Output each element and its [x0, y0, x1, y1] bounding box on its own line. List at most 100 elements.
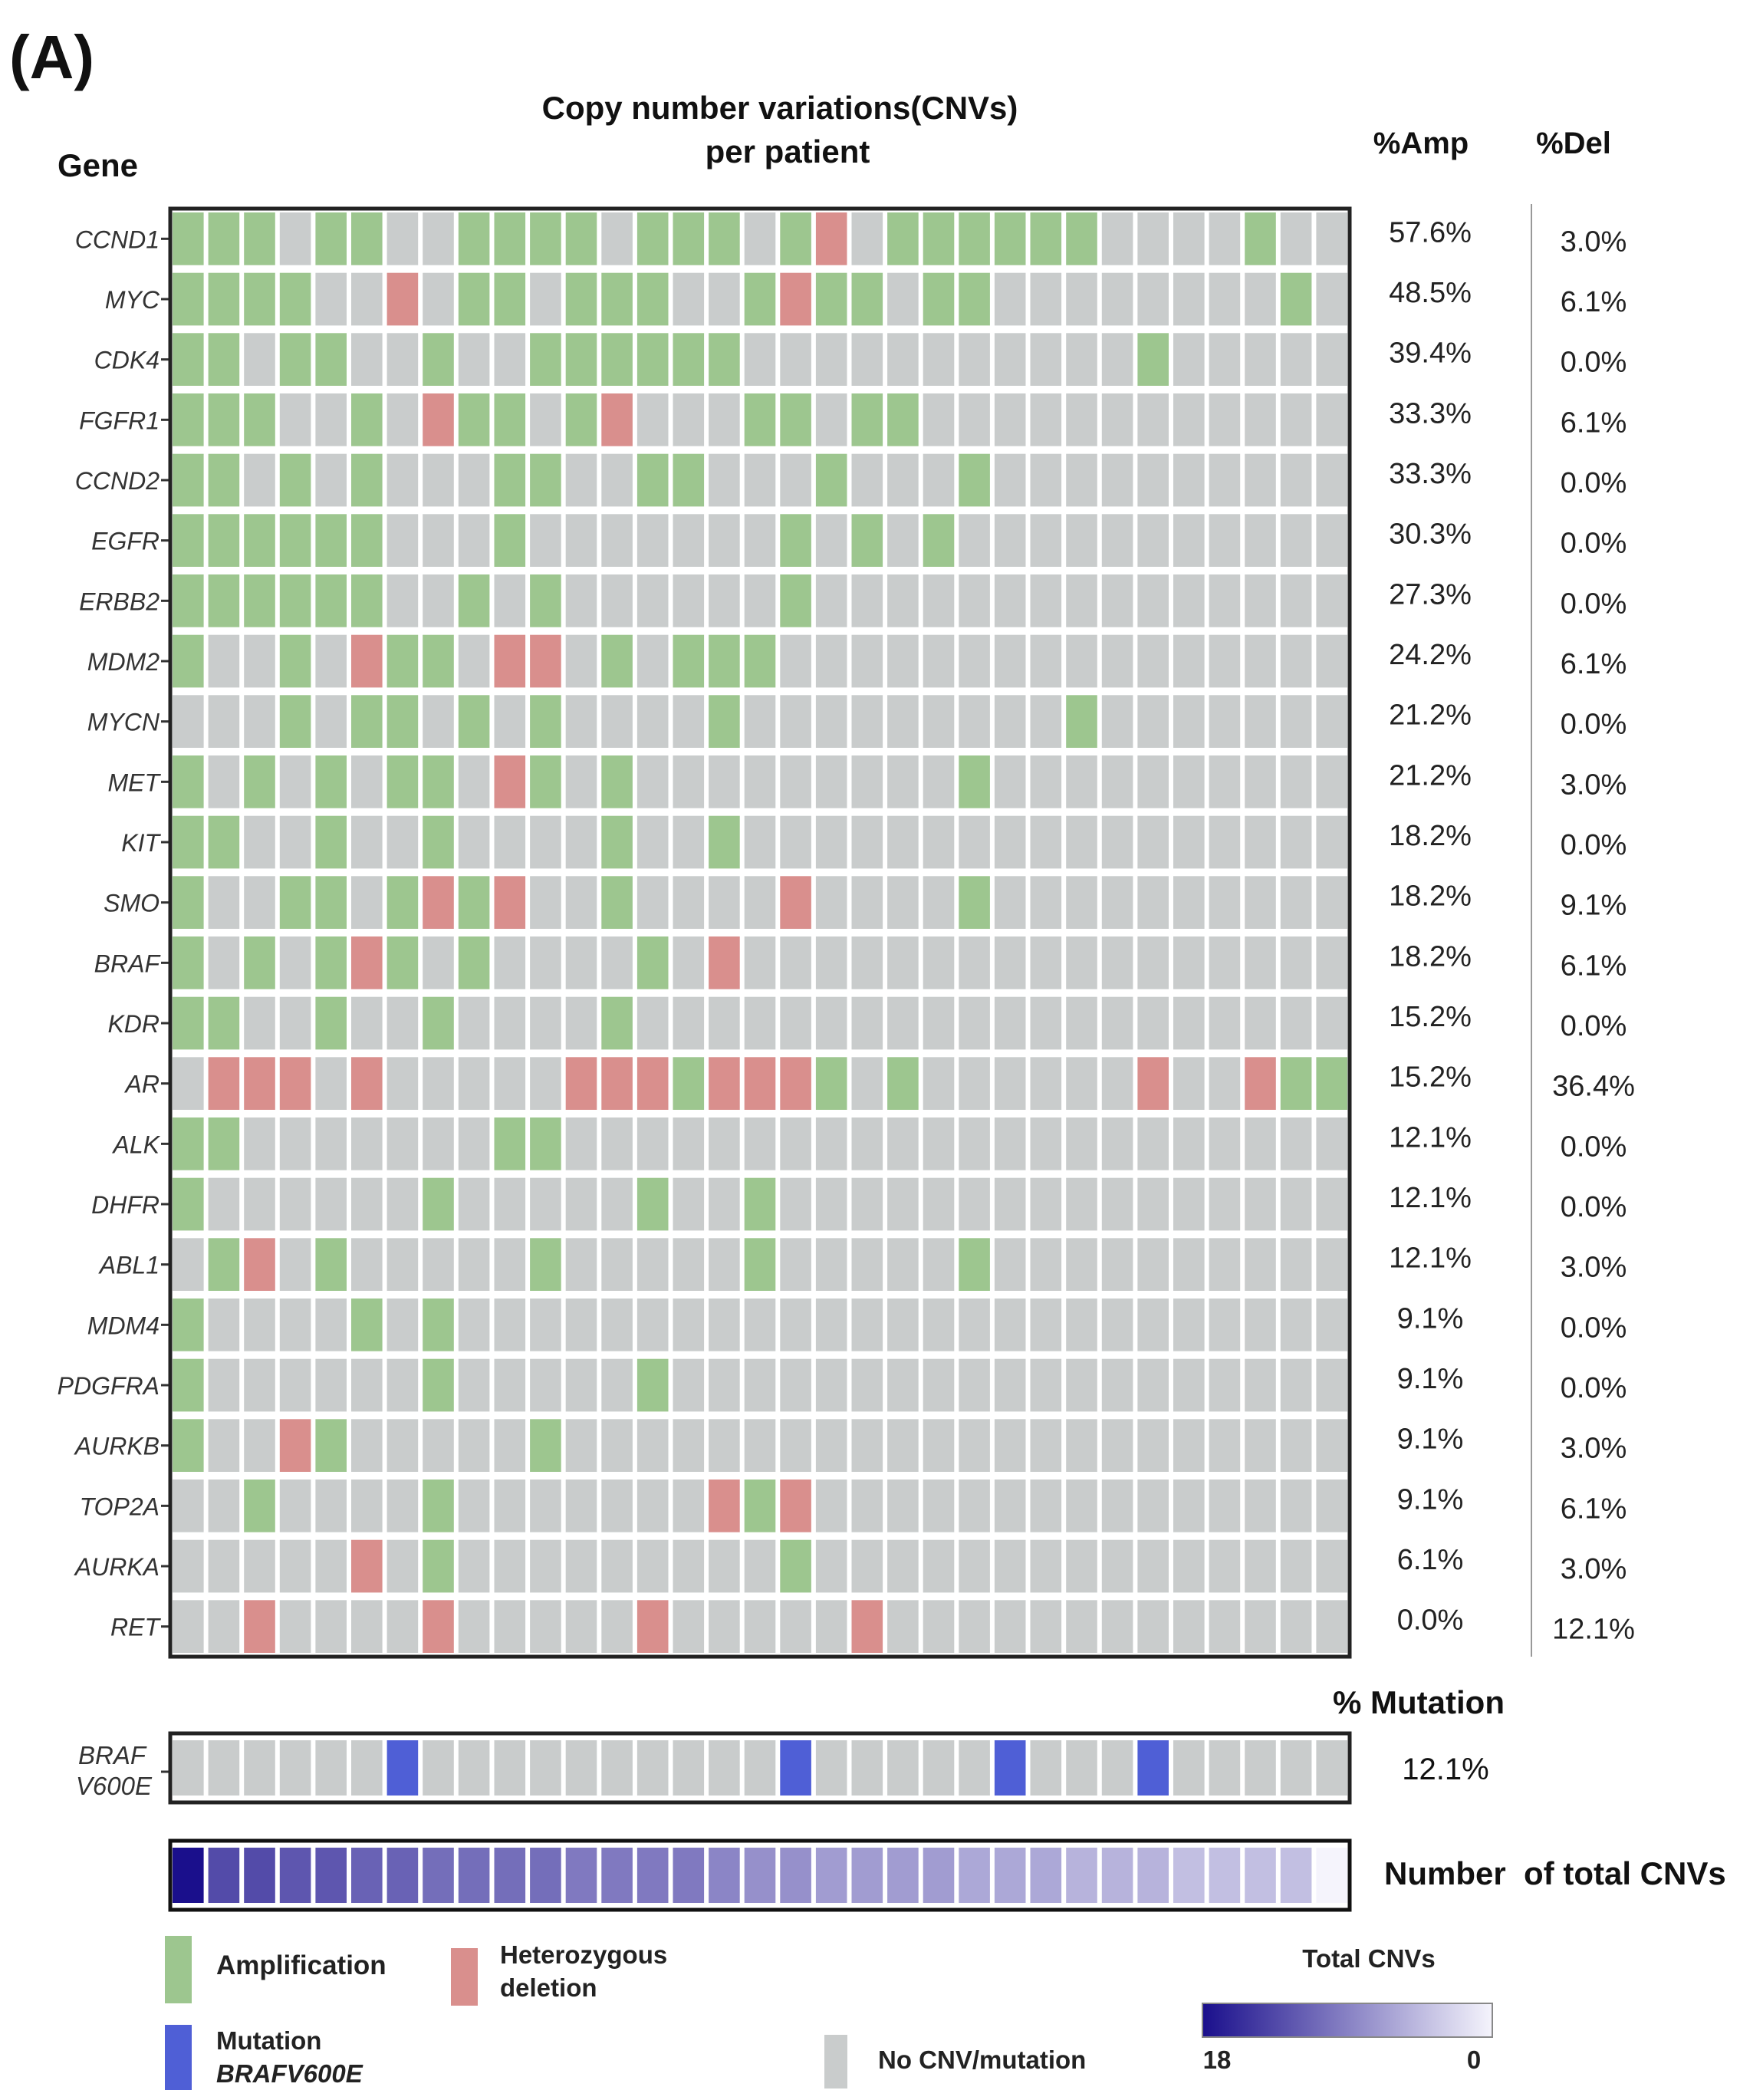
cnv-cell	[994, 1419, 1026, 1472]
cnv-cell	[601, 1480, 633, 1532]
cnv-cell	[244, 1057, 275, 1110]
cnv-cell	[423, 453, 454, 507]
cnv-cell	[423, 1177, 454, 1231]
cnv-cell	[458, 393, 490, 446]
cnv-cell	[780, 514, 811, 567]
cnv-cell	[673, 574, 705, 627]
cnv-cell	[1137, 574, 1169, 627]
amp-percentage: 9.1%	[1397, 1302, 1464, 1335]
cnv-cell	[959, 1117, 990, 1170]
cnv-cell	[386, 996, 419, 1050]
del-column-header: %Del	[1536, 127, 1611, 160]
cnv-cell	[458, 212, 490, 265]
del-percentage: 6.1%	[1561, 1493, 1627, 1525]
cnv-cell	[744, 272, 776, 326]
cnv-cell	[1066, 876, 1097, 929]
amp-percentage: 48.5%	[1389, 277, 1472, 309]
cnv-cell	[208, 876, 240, 929]
cnv-cell	[709, 876, 740, 929]
cnv-cell	[386, 1117, 419, 1170]
cnv-cell	[1316, 514, 1347, 567]
cnv-cell	[1316, 333, 1347, 386]
cnv-cell	[565, 996, 597, 1050]
cnv-cell	[673, 634, 705, 688]
cnv-cell	[458, 755, 490, 808]
cnv-cell	[1316, 1539, 1347, 1593]
cnv-cell	[1030, 1177, 1062, 1231]
cnv-cell	[1030, 574, 1062, 627]
cnv-cell	[1209, 212, 1241, 265]
cnv-cell	[1137, 996, 1169, 1050]
cnv-cell	[173, 695, 204, 748]
total-cnvs-cell	[780, 1848, 811, 1903]
cnv-cell	[887, 1419, 919, 1472]
cnv-cell	[1101, 574, 1133, 627]
del-percentage: 3.0%	[1561, 225, 1627, 258]
cnv-cell	[887, 634, 919, 688]
cnv-cell	[386, 1539, 419, 1593]
cnv-cell	[315, 453, 347, 507]
mutation-cell	[887, 1740, 919, 1796]
cnv-cell	[636, 272, 669, 326]
cnv-cell	[279, 574, 311, 627]
cnv-cell	[709, 936, 740, 989]
cnv-cell	[923, 1419, 955, 1472]
cnv-cell	[994, 755, 1026, 808]
del-percentage: 0.0%	[1561, 1191, 1627, 1223]
cnv-cell	[709, 996, 740, 1050]
cnv-cell	[279, 815, 311, 869]
cnv-cell	[423, 996, 454, 1050]
cnv-cell	[351, 272, 383, 326]
cnv-cell	[1280, 272, 1312, 326]
cnv-cell	[386, 876, 419, 929]
cnv-cell	[601, 1299, 633, 1351]
mutation-cell	[351, 1740, 383, 1796]
cnv-cell	[565, 876, 597, 929]
cnv-cell	[959, 815, 990, 869]
cnv-cell	[530, 1057, 561, 1110]
cnv-cell	[1209, 876, 1241, 929]
cnv-cell	[1066, 1419, 1097, 1472]
cnv-cell	[1245, 1600, 1276, 1653]
cnv-cell	[351, 1480, 383, 1532]
cnv-cell	[1316, 1480, 1347, 1532]
amp-percentage: 15.2%	[1389, 1062, 1472, 1094]
cnv-cell	[636, 755, 669, 808]
cnv-cell	[351, 996, 383, 1050]
cnv-cell	[815, 695, 847, 748]
cnv-cell	[494, 393, 526, 446]
cnv-cell	[887, 212, 919, 265]
cnv-cell	[208, 1238, 240, 1291]
cnv-cell	[1101, 1600, 1133, 1653]
cnv-cell	[315, 272, 347, 326]
cnv-cell	[565, 1419, 597, 1472]
cnv-cell	[601, 1358, 633, 1412]
cnv-cell	[1101, 1539, 1133, 1593]
del-percentage: 6.1%	[1561, 286, 1627, 318]
cnv-cell	[780, 574, 811, 627]
cnv-cell	[530, 272, 561, 326]
cnv-cell	[1280, 514, 1312, 567]
mutation-cell	[923, 1740, 955, 1796]
cnv-cell	[1173, 1057, 1205, 1110]
cnv-cell	[386, 453, 419, 507]
total-cnvs-cell	[315, 1848, 347, 1903]
cnv-cell	[709, 1539, 740, 1593]
cnv-cell	[494, 1600, 526, 1653]
cnv-cell	[1030, 695, 1062, 748]
cnv-cell	[458, 876, 490, 929]
cnv-cell	[1137, 1419, 1169, 1472]
cnv-cell	[601, 876, 633, 929]
del-percentage: 0.0%	[1561, 467, 1627, 499]
cnv-cell	[315, 815, 347, 869]
amp-percentage: 18.2%	[1389, 820, 1472, 852]
cnv-cell	[1173, 1299, 1205, 1351]
cnv-cell	[1101, 1419, 1133, 1472]
amp-percentage: 30.3%	[1389, 518, 1472, 551]
legend: Amplification Heterozygous deletion Muta…	[165, 1936, 1493, 2090]
cnv-cell	[636, 1358, 669, 1412]
cnv-cell	[279, 514, 311, 567]
cnv-cell	[1316, 1057, 1347, 1110]
cnv-cell	[1245, 1539, 1276, 1593]
cnv-cell	[1030, 1539, 1062, 1593]
